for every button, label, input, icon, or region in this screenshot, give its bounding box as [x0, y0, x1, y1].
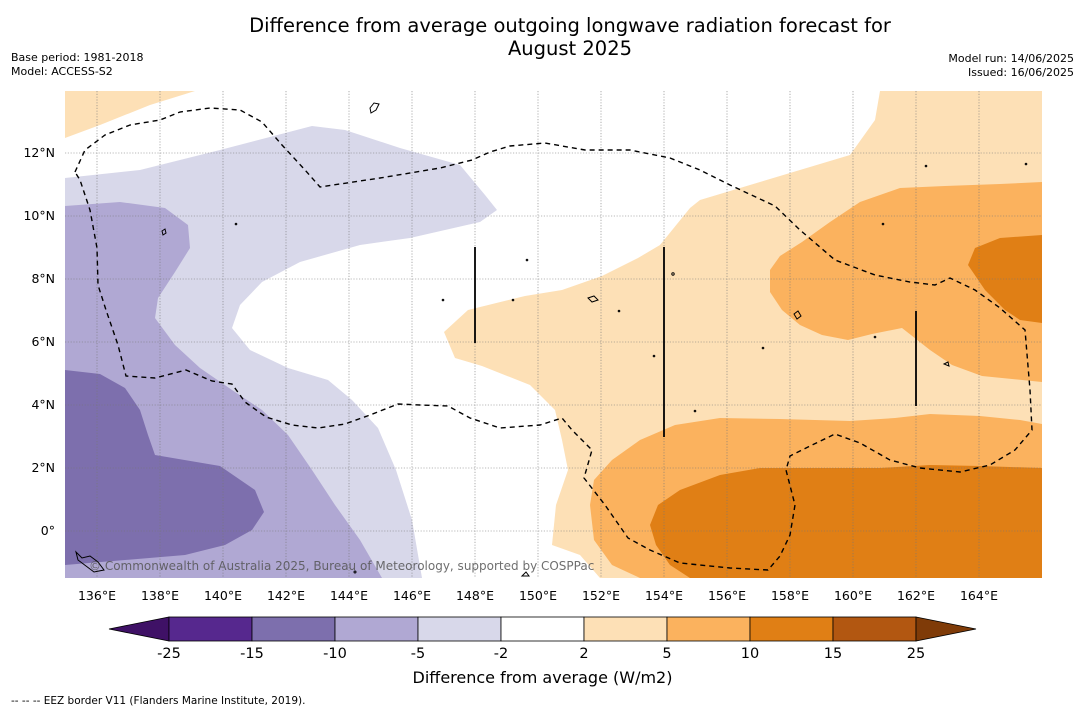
lon-tick-142e: 142°E — [267, 588, 305, 603]
coast-bottom-left — [75, 550, 105, 573]
issued-text: Issued: 16/06/2025 — [967, 66, 1074, 79]
model-text: Model: ACCESS-S2 — [11, 65, 113, 78]
islet-j — [924, 164, 928, 168]
islet-e — [671, 272, 675, 276]
lon-tick-156e: 156°E — [708, 588, 746, 603]
colorbar-label: Difference from average (W/m2) — [412, 668, 673, 687]
lon-tick-138e: 138°E — [141, 588, 179, 603]
colorbar-tick: 2 — [579, 646, 588, 662]
colorbar-tick: 15 — [824, 646, 842, 662]
graticule-grid — [65, 91, 1042, 578]
lon-tick-152e: 152°E — [582, 588, 620, 603]
lon-tick-136e: 136°E — [78, 588, 116, 603]
colorbar-bin-6 — [583, 616, 668, 642]
chart-title: Difference from average outgoing longwav… — [0, 14, 1085, 60]
colorbar-bin-8 — [749, 616, 834, 642]
colorbar-tick: -10 — [323, 646, 347, 662]
colorbar-tick: -25 — [157, 646, 181, 662]
island-west — [161, 228, 167, 236]
colorbar-tick-labels: -25 -15 -10 -5 -2 2 5 10 15 25 — [157, 646, 925, 662]
lon-tick-158e: 158°E — [771, 588, 809, 603]
copyright-text: © Commonwealth of Australia 2025, Bureau… — [89, 559, 594, 573]
islet-f — [617, 309, 621, 313]
model-run-text: Model run: 14/06/2025 — [948, 52, 1074, 65]
lon-tick-140e: 140°E — [204, 588, 242, 603]
colorbar — [108, 616, 977, 642]
longitude-lines — [474, 247, 917, 437]
lat-tick-labels: 12°N 10°N 8°N 6°N 4°N 2°N 0° — [23, 145, 55, 538]
metadata-left: Base period: 1981-2018 Model: ACCESS-S2 — [11, 51, 143, 79]
lat-tick-6n: 6°N — [31, 334, 55, 349]
colorbar-bin-9 — [832, 616, 917, 642]
island-center — [587, 295, 599, 303]
colorbar-bin-2 — [251, 616, 336, 642]
colorbar-bin-5 — [500, 616, 585, 642]
colorbar-bin-1 — [168, 616, 253, 642]
island-east — [793, 310, 802, 320]
colorbar-tick: 25 — [907, 646, 925, 662]
islet-m — [873, 335, 877, 339]
title-line-1: Difference from average outgoing longwav… — [249, 14, 891, 37]
eez-border — [74, 107, 1033, 571]
lon-tick-154e: 154°E — [645, 588, 683, 603]
contour-peach-topleft — [65, 91, 195, 138]
lon-tick-148e: 148°E — [456, 588, 494, 603]
lat-tick-8n: 8°N — [31, 271, 55, 286]
colorbar-bin-7 — [666, 616, 751, 642]
lat-tick-0: 0° — [41, 523, 55, 538]
islet-c — [441, 298, 445, 302]
base-period-text: Base period: 1981-2018 — [11, 51, 144, 64]
islet-l — [881, 222, 885, 226]
lon-tick-labels: 136°E 138°E 140°E 142°E 144°E 146°E 148°… — [78, 588, 998, 603]
lat-tick-4n: 4°N — [31, 397, 55, 412]
lon-tick-144e: 144°E — [330, 588, 368, 603]
colorbar-tick: 10 — [741, 646, 759, 662]
title-line-2: August 2025 — [507, 37, 633, 60]
colorbar-tick: -2 — [494, 646, 508, 662]
island-far-east — [942, 361, 950, 367]
islet-k — [1024, 162, 1028, 166]
islet-h — [693, 409, 697, 413]
islet-d — [511, 298, 515, 302]
islet-i — [761, 346, 765, 350]
lon-tick-164e: 164°E — [960, 588, 998, 603]
islet-bottom-right — [520, 571, 530, 577]
colorbar-extend-high — [915, 616, 977, 642]
islet-n — [353, 570, 357, 574]
colorbar-bin-4 — [417, 616, 502, 642]
contour-purple — [65, 370, 264, 565]
colorbar-bin-3 — [334, 616, 419, 642]
lat-tick-10n: 10°N — [23, 208, 55, 223]
colorbar-tick: -15 — [240, 646, 264, 662]
islet-b — [525, 258, 529, 262]
colorbar-extend-low — [108, 616, 170, 642]
lat-tick-2n: 2°N — [31, 460, 55, 475]
lon-tick-160e: 160°E — [834, 588, 872, 603]
islet-g — [652, 354, 656, 358]
lat-tick-12n: 12°N — [23, 145, 55, 160]
contour-dark-orange — [650, 235, 1042, 578]
islet-a — [234, 222, 238, 226]
land-outlines — [75, 102, 1028, 577]
lon-tick-146e: 146°E — [393, 588, 431, 603]
colorbar-tick: -5 — [411, 646, 425, 662]
lon-tick-150e: 150°E — [519, 588, 557, 603]
lon-tick-162e: 162°E — [897, 588, 935, 603]
footnote: -- -- -- EEZ border V11 (Flanders Marine… — [11, 695, 306, 707]
metadata-right: Model run: 14/06/2025 Issued: 16/06/2025 — [948, 52, 1074, 80]
anomaly-map: © Commonwealth of Australia 2025, Bureau… — [65, 91, 1042, 578]
colorbar-tick: 5 — [662, 646, 671, 662]
island-north — [369, 102, 380, 114]
